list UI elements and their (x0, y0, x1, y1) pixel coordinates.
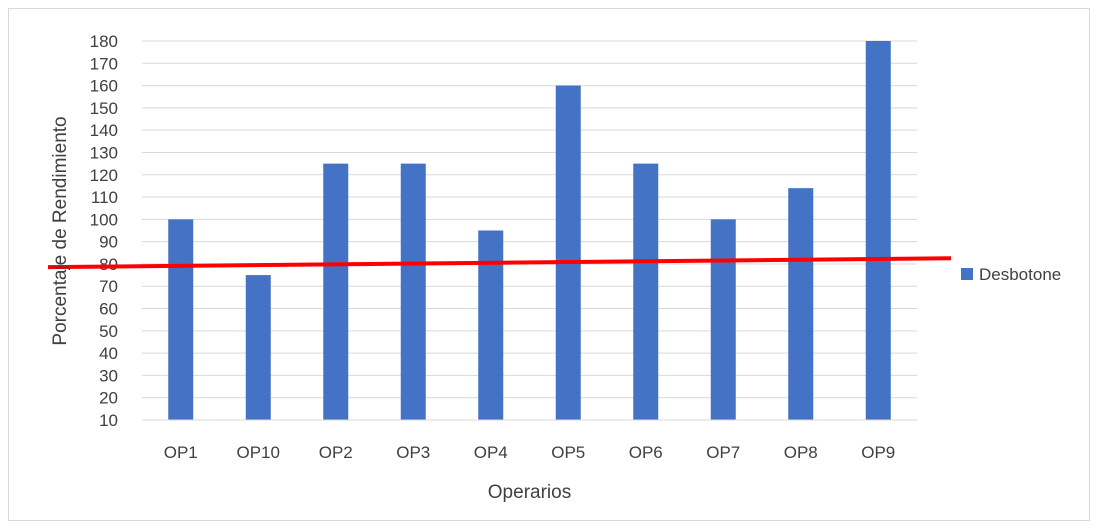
y-tick-label: 100 (90, 210, 118, 229)
bar (865, 41, 891, 420)
bar (633, 163, 659, 420)
x-tick-label: OP7 (706, 443, 740, 462)
y-tick-label: 180 (90, 32, 118, 51)
y-tick-label: 110 (91, 188, 118, 207)
y-tick-label: 40 (99, 344, 118, 363)
x-tick-label: OP2 (319, 443, 353, 462)
legend-swatch (961, 268, 973, 280)
x-axis-ticks: OP1 OP10 OP2 OP3 OP4 OP5 OP6 OP7 OP8 OP9 (164, 443, 896, 462)
bar (555, 85, 581, 421)
y-tick-label: 140 (90, 121, 118, 140)
y-axis-ticks: 10 20 30 40 50 60 70 80 90 100 110 120 130 140 150 160 1… (90, 32, 118, 430)
x-tick-label: OP1 (164, 443, 198, 462)
legend-label: Desbotone (979, 265, 1061, 284)
bar (323, 163, 349, 420)
y-tick-label: 120 (90, 166, 118, 185)
bars (168, 41, 891, 421)
y-tick-label: 70 (99, 277, 118, 296)
x-tick-label: OP4 (474, 443, 508, 462)
y-tick-label: 60 (99, 300, 118, 319)
x-axis-title: Operarios (488, 482, 571, 503)
x-tick-label: OP8 (784, 443, 818, 462)
bar (478, 230, 504, 420)
bar (168, 219, 194, 420)
bar (245, 275, 271, 420)
reference-lines (47, 256, 952, 270)
y-tick-label: 30 (99, 366, 118, 385)
x-tick-label: OP3 (396, 443, 430, 462)
y-tick-label: 160 (90, 77, 118, 96)
x-tick-label: OP5 (551, 443, 585, 462)
gridlines (142, 40, 917, 399)
x-tick-label: OP6 (629, 443, 663, 462)
bar (788, 188, 814, 420)
y-tick-label: 90 (99, 233, 118, 252)
legend: Desbotone (961, 265, 1061, 284)
x-tick-label: OP9 (861, 443, 895, 462)
bar (400, 163, 426, 420)
y-tick-label: 20 (99, 389, 118, 408)
bar (710, 219, 736, 420)
reference-line (47, 256, 952, 270)
y-tick-label: 170 (90, 54, 118, 73)
y-tick-label: 80 (99, 255, 118, 274)
x-tick-label: OP10 (237, 443, 280, 462)
y-axis-title: Porcentaje de Rendimiento (50, 116, 71, 345)
y-tick-label: 50 (99, 322, 118, 341)
y-tick-label: 130 (90, 143, 118, 162)
y-tick-label: 150 (90, 99, 118, 118)
y-tick-label: 10 (99, 411, 118, 430)
